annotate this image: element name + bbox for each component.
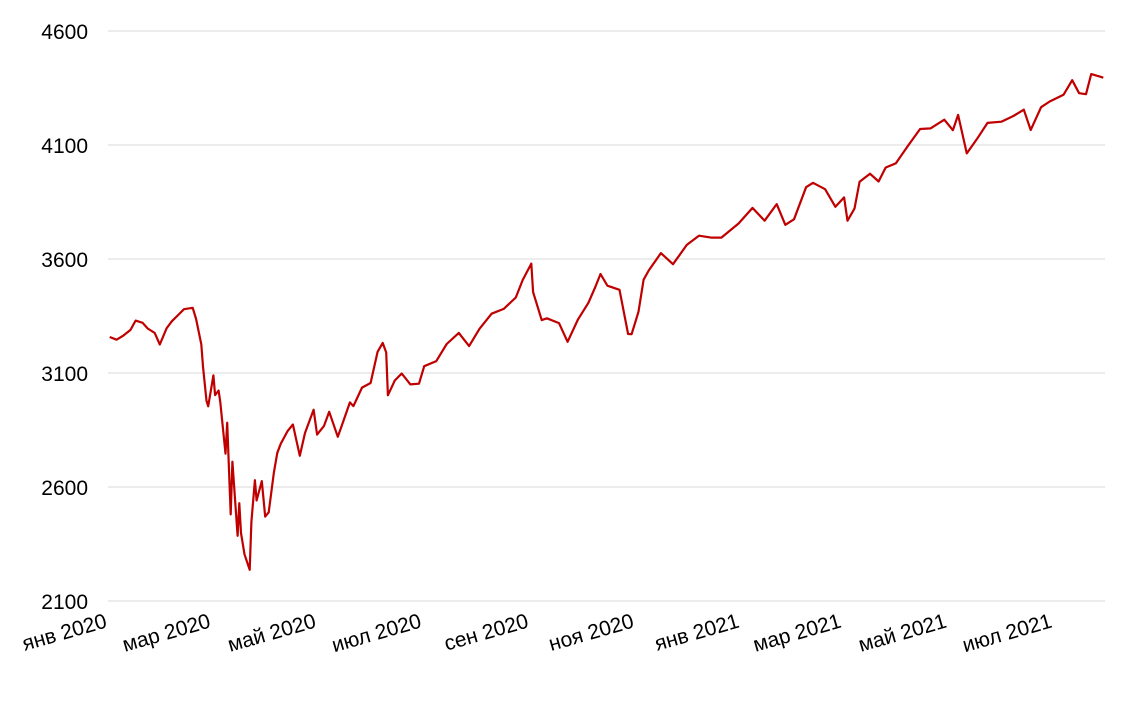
- x-axis: янв 2020 мар 2020 май 2020 июл 2020 сен 2020…: [20, 610, 1055, 657]
- y-tick-label: 2600: [41, 477, 88, 500]
- y-tick-label: 3100: [41, 363, 88, 386]
- x-tick-label: ноя 2020: [546, 610, 636, 656]
- x-tick-label: май 2021: [856, 610, 949, 657]
- y-axis: 2100 2600 3100 3600 4100 4600: [41, 21, 88, 614]
- x-tick-label: сен 2020: [442, 610, 531, 656]
- y-tick-label: 2100: [41, 591, 88, 614]
- x-tick-label: мар 2021: [751, 610, 844, 657]
- y-tick-label: 3600: [41, 249, 88, 272]
- x-tick-label: мар 2020: [120, 610, 213, 657]
- x-tick-label: июл 2020: [329, 610, 424, 657]
- gridlines: [108, 30, 1105, 602]
- x-tick-label: янв 2020: [20, 610, 110, 656]
- x-tick-label: июл 2021: [960, 610, 1055, 657]
- series-line: [109, 73, 1104, 571]
- x-tick-label: май 2020: [225, 610, 318, 657]
- y-tick-label: 4600: [41, 21, 88, 44]
- x-tick-label: янв 2021: [652, 610, 742, 656]
- y-tick-label: 4100: [41, 135, 88, 158]
